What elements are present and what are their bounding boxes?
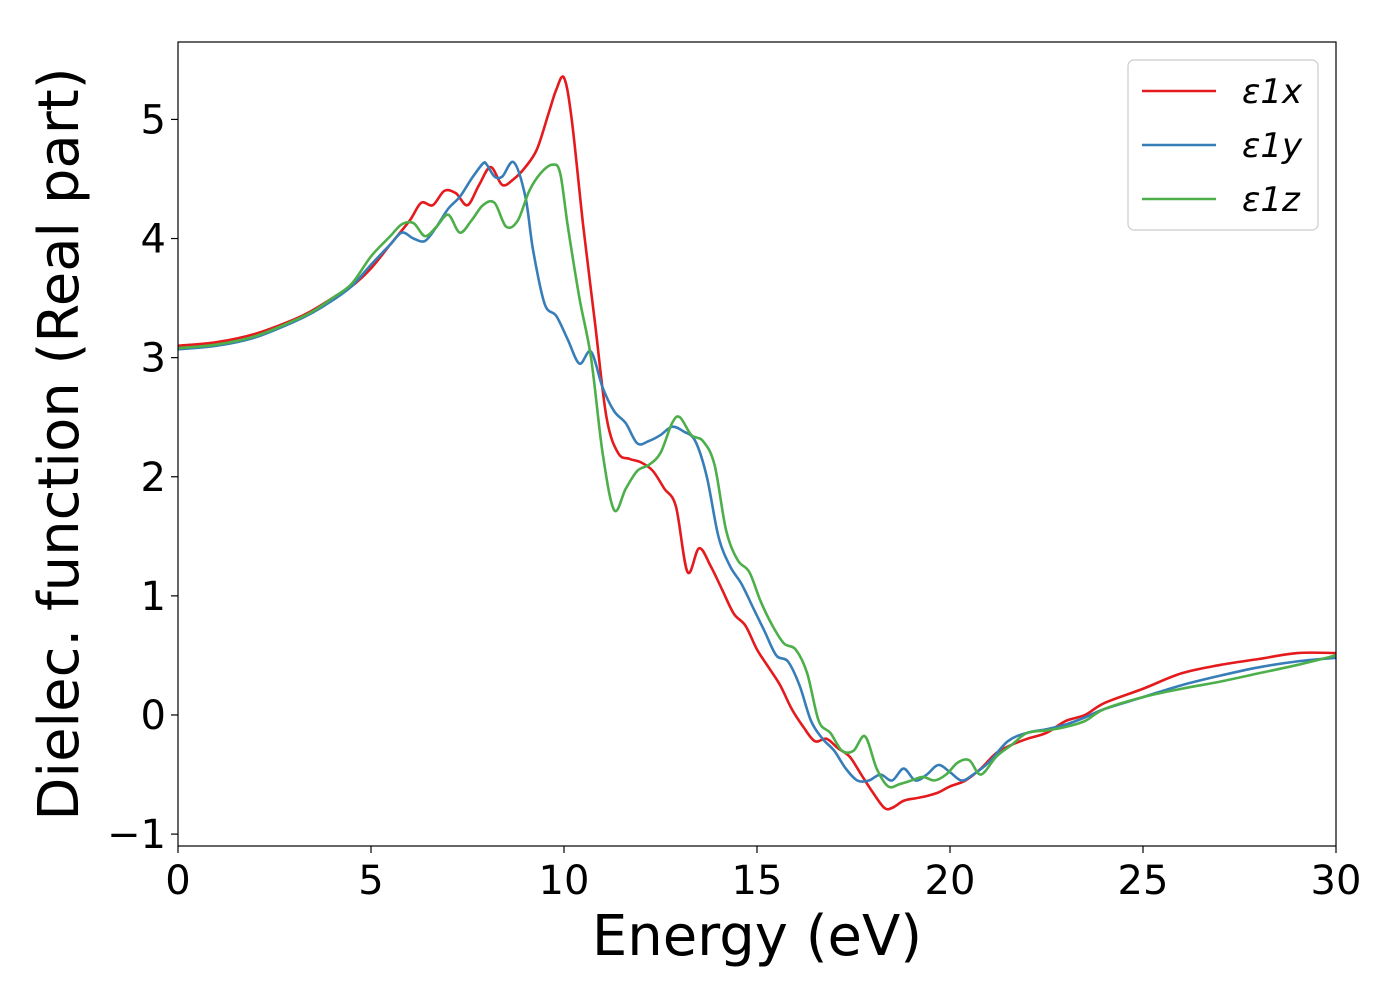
y-tick-label: 3 <box>141 336 166 382</box>
x-tick-label: 5 <box>358 858 383 904</box>
series-line-e1z <box>178 163 1336 789</box>
legend-label: ε1x <box>1242 72 1303 112</box>
y-tick-label: 0 <box>141 693 166 739</box>
y-tick-label: 2 <box>141 455 166 501</box>
y-tick-label: 4 <box>141 217 166 263</box>
y-axis-ticks: −1 0 1 2 3 4 5 <box>107 97 178 858</box>
plot-lines <box>178 75 1336 811</box>
y-axis-label: Dielec. function (Real part) <box>27 67 92 820</box>
y-tick-label: 5 <box>141 97 166 143</box>
x-axis-label: Energy (eV) <box>592 904 922 969</box>
x-axis-ticks: 0 5 10 15 20 25 30 <box>165 846 1361 904</box>
x-tick-label: 30 <box>1311 858 1362 904</box>
legend-label: ε1z <box>1242 180 1301 220</box>
legend-label: ε1y <box>1242 126 1303 166</box>
x-tick-label: 15 <box>732 858 783 904</box>
y-tick-label: 1 <box>141 574 166 620</box>
legend-box <box>1127 59 1319 231</box>
legend: ε1x ε1y ε1z <box>1127 59 1319 231</box>
x-tick-label: 25 <box>1118 858 1169 904</box>
x-tick-label: 0 <box>165 858 190 904</box>
x-tick-label: 20 <box>925 858 976 904</box>
y-tick-label: −1 <box>107 812 166 858</box>
x-tick-label: 10 <box>539 858 590 904</box>
